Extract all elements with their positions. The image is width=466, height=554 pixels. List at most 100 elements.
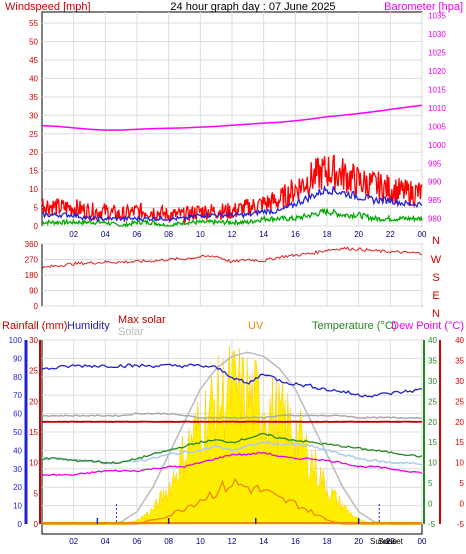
humidity-tick-label: 50 xyxy=(13,428,22,437)
dew-tick-label: 5 xyxy=(460,479,465,488)
rain-tick-label: 20 xyxy=(29,397,38,406)
baro-tick-label: 1035 xyxy=(428,12,446,21)
wind-tick-label: 30 xyxy=(29,111,38,120)
rain-tick-label: 10 xyxy=(29,459,38,468)
compass-label: S xyxy=(432,272,439,284)
dew-tick-label: 40 xyxy=(455,336,464,345)
rain-tick-label: 15 xyxy=(29,428,38,437)
windspeed-title: Windspeed [mph] xyxy=(5,1,91,13)
wind-tick-label: 25 xyxy=(29,130,38,139)
baro-tick-label: 985 xyxy=(428,196,442,205)
wind-direction-line xyxy=(41,246,423,270)
humidity-tick-label: 40 xyxy=(13,446,22,455)
rainfall-title: Rainfall (mm) xyxy=(2,320,67,332)
wind-tick-label: 35 xyxy=(29,93,38,102)
direction-tick-label: 270 xyxy=(25,256,39,265)
baro-tick-label: 1005 xyxy=(428,122,446,131)
wind-x-tick-label: 00 xyxy=(418,230,427,239)
dewpoint-line xyxy=(41,451,423,477)
dew-tick-label: -5 xyxy=(457,520,465,529)
dew-tick-label: 30 xyxy=(455,377,464,386)
baro-tick-label: 1015 xyxy=(428,85,446,94)
baro-tick-label: 1030 xyxy=(428,30,446,39)
weather-x-tick-label: 04 xyxy=(101,537,110,546)
wind-x-tick-label: 06 xyxy=(133,230,142,239)
temp-tick-label: 15 xyxy=(428,438,437,447)
dew-tick-label: 0 xyxy=(460,500,465,509)
wind-tick-label: 40 xyxy=(29,74,38,83)
wind-x-tick-label: 08 xyxy=(164,230,173,239)
uv-title: UV xyxy=(248,320,264,332)
baro-tick-label: 1020 xyxy=(428,67,446,76)
weather-x-tick-label: 22 xyxy=(386,537,395,546)
weather-x-tick-label: 06 xyxy=(133,537,142,546)
baro-tick-label: 995 xyxy=(428,159,442,168)
rain-tick-label: 0 xyxy=(34,520,39,529)
weather-x-tick-label: 18 xyxy=(323,537,332,546)
compass-label: W xyxy=(431,254,442,266)
direction-tick-label: 90 xyxy=(29,287,38,296)
baro-tick-label: 1025 xyxy=(428,49,446,58)
temp-tick-label: 25 xyxy=(428,397,437,406)
temp-tick-label: 5 xyxy=(428,479,433,488)
axis-layer: 0510152025303540455055980985990995100010… xyxy=(9,12,465,546)
humidity-tick-label: 80 xyxy=(13,373,22,382)
humidity-tick-label: 30 xyxy=(13,465,22,474)
humidity-tick-label: 100 xyxy=(9,336,23,345)
dew-tick-label: 25 xyxy=(455,397,464,406)
wind-gust-line xyxy=(41,154,423,225)
grid-layer xyxy=(42,12,423,525)
temperature-title: Temperature (°C) xyxy=(312,320,396,332)
data-layer xyxy=(41,104,423,525)
wind-x-tick-label: 04 xyxy=(101,230,110,239)
direction-tick-label: 360 xyxy=(25,240,39,249)
dew-tick-label: 10 xyxy=(455,459,464,468)
humidity-line xyxy=(41,363,422,398)
weather-x-tick-label: 16 xyxy=(291,537,300,546)
temp-tick-label: -5 xyxy=(428,520,436,529)
weather-x-tick-label: 12 xyxy=(228,537,237,546)
wind-low-line xyxy=(41,207,423,228)
humidity-tick-label: 20 xyxy=(13,483,22,492)
temperature-line xyxy=(41,432,423,465)
rain-tick-label: 5 xyxy=(34,489,39,498)
maxsolar-title: Max solar xyxy=(118,314,166,326)
weather-x-tick-label: 10 xyxy=(196,537,205,546)
compass-label: N xyxy=(432,308,440,320)
baro-tick-label: 1000 xyxy=(428,141,446,150)
humidity-title: Humidity xyxy=(67,320,110,332)
compass-label: N xyxy=(432,235,440,247)
wind-x-tick-label: 16 xyxy=(291,230,300,239)
temp-tick-label: 0 xyxy=(428,500,433,509)
direction-tick-label: 0 xyxy=(34,302,39,311)
weather-x-tick-label: 20 xyxy=(354,537,363,546)
wind-tick-label: 10 xyxy=(29,185,38,194)
rain-tick-label: 25 xyxy=(29,367,38,376)
dewpoint-title: Dew Point (°C) xyxy=(391,320,464,332)
wind-tick-label: 55 xyxy=(29,19,38,28)
dew-tick-label: 20 xyxy=(455,418,464,427)
wind-tick-label: 20 xyxy=(29,148,38,157)
wind-x-tick-label: 02 xyxy=(69,230,78,239)
wind-x-tick-label: 18 xyxy=(323,230,332,239)
grey-temp-line xyxy=(42,412,422,420)
weather-x-tick-label: 02 xyxy=(69,537,78,546)
temp-tick-label: 30 xyxy=(428,377,437,386)
wind-x-tick-label: 12 xyxy=(228,230,237,239)
sunrise-label: Sunrise xyxy=(370,537,398,546)
wind-x-tick-label: 10 xyxy=(196,230,205,239)
humidity-tick-label: 60 xyxy=(13,410,22,419)
humidity-tick-label: 10 xyxy=(13,502,22,511)
wind-x-tick-label: 20 xyxy=(354,230,363,239)
direction-tick-label: 180 xyxy=(25,271,39,280)
weather-x-tick-label: 00 xyxy=(418,537,427,546)
baro-tick-label: 990 xyxy=(428,178,442,187)
wind-tick-label: 50 xyxy=(29,38,38,47)
dew-tick-label: 15 xyxy=(455,438,464,447)
wind-tick-label: 45 xyxy=(29,56,38,65)
wind-tick-label: 5 xyxy=(34,204,39,213)
temp-tick-label: 35 xyxy=(428,356,437,365)
date-title: 24 hour graph day : 07 June 2025 xyxy=(170,1,335,13)
weather-x-tick-label: 08 xyxy=(164,537,173,546)
temp-tick-label: 20 xyxy=(428,418,437,427)
